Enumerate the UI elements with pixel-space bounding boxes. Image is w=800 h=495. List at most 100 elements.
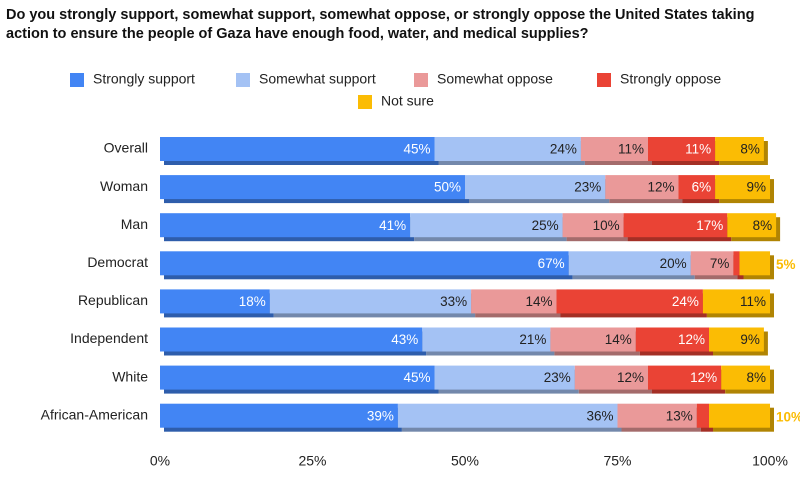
value-label: 43% xyxy=(391,332,418,347)
value-label: 12% xyxy=(678,332,705,347)
bar-segment xyxy=(556,289,703,314)
legend-swatch xyxy=(358,95,372,109)
value-label: 6% xyxy=(692,180,712,195)
value-label: 25% xyxy=(532,218,559,233)
bar-segment xyxy=(678,175,716,200)
legend-label: Not sure xyxy=(381,93,434,109)
bar-segment xyxy=(702,289,770,314)
bar-segment xyxy=(696,403,709,428)
value-label: 9% xyxy=(740,332,760,347)
bar-segment xyxy=(568,251,691,276)
bar-segment xyxy=(727,213,777,238)
value-label: 11% xyxy=(618,142,644,157)
bar-segment xyxy=(160,289,270,314)
value-label: 41% xyxy=(379,218,406,233)
bar-segment xyxy=(733,251,740,276)
value-label: 39% xyxy=(367,408,394,423)
bar-segment xyxy=(160,213,411,238)
bar-segment xyxy=(715,137,764,161)
category-label: African-American xyxy=(41,406,148,422)
value-label: 67% xyxy=(538,256,565,271)
value-label: 8% xyxy=(740,142,760,157)
value-label: 45% xyxy=(403,370,430,385)
category-label: White xyxy=(112,368,148,384)
value-label: 18% xyxy=(239,294,266,309)
value-label: 24% xyxy=(550,142,577,157)
bar-segment xyxy=(410,213,563,238)
bar-segment xyxy=(690,251,734,276)
bar-segment xyxy=(160,327,423,352)
bar-segment xyxy=(160,403,398,428)
value-label: 5% xyxy=(776,257,796,272)
bar-segment xyxy=(617,403,697,428)
x-tick-label: 75% xyxy=(603,453,631,469)
bar-segment xyxy=(434,365,575,390)
value-label: 17% xyxy=(696,218,723,233)
bar-segment xyxy=(709,403,770,428)
bar-segment xyxy=(605,175,679,200)
value-label: 24% xyxy=(672,294,699,309)
legend-swatch xyxy=(414,73,428,87)
value-label: 7% xyxy=(710,256,730,271)
value-label: 8% xyxy=(753,218,773,233)
value-label: 13% xyxy=(666,408,693,423)
value-label: 11% xyxy=(740,294,766,309)
bar-segment xyxy=(562,213,624,238)
legend-label: Somewhat support xyxy=(259,71,376,87)
value-label: 12% xyxy=(647,180,674,195)
legend-label: Strongly oppose xyxy=(620,71,721,87)
value-label: 33% xyxy=(440,294,467,309)
legend-swatch xyxy=(236,73,250,87)
legend-swatch xyxy=(70,73,84,87)
value-label: 20% xyxy=(660,256,687,271)
bar-segment xyxy=(160,251,569,276)
value-label: 10% xyxy=(593,218,620,233)
bar-segment xyxy=(550,327,636,352)
bar-segment xyxy=(471,289,557,314)
category-label: Republican xyxy=(78,292,148,308)
value-label: 11% xyxy=(685,142,711,157)
category-label: Overall xyxy=(104,140,148,156)
bar-segment xyxy=(635,327,709,352)
value-label: 36% xyxy=(586,408,613,423)
value-label: 21% xyxy=(519,332,546,347)
value-label: 50% xyxy=(434,180,461,195)
bar-segment xyxy=(434,137,581,161)
value-label: 14% xyxy=(605,332,632,347)
x-tick-label: 0% xyxy=(150,453,170,469)
value-label: 12% xyxy=(617,370,644,385)
bar-segment xyxy=(269,289,472,314)
bar-segment xyxy=(721,365,770,390)
bar-segment xyxy=(574,365,648,390)
value-label: 23% xyxy=(574,180,601,195)
bar-segment xyxy=(580,137,648,161)
bar-segment xyxy=(739,251,770,276)
legend-label: Strongly support xyxy=(93,71,195,87)
x-tick-label: 25% xyxy=(298,453,326,469)
value-label: 23% xyxy=(544,370,571,385)
bar-segment xyxy=(160,365,435,390)
value-label: 14% xyxy=(525,294,552,309)
bar-segment xyxy=(160,175,465,200)
bar-segment xyxy=(465,175,606,200)
category-label: Democrat xyxy=(87,254,148,270)
legend-swatch xyxy=(597,73,611,87)
bar-segment xyxy=(397,403,618,428)
value-label: 12% xyxy=(690,370,717,385)
value-label: 8% xyxy=(746,370,766,385)
bar-segment xyxy=(648,137,716,161)
value-label: 45% xyxy=(403,142,430,157)
x-tick-label: 50% xyxy=(451,453,479,469)
bar-segment xyxy=(160,137,435,161)
bar-segment xyxy=(623,213,728,238)
bar-segment xyxy=(715,175,770,200)
category-label: Man xyxy=(121,216,148,232)
category-label: Independent xyxy=(70,330,148,346)
bar-segment xyxy=(648,365,722,390)
chart-title: Do you strongly support, somewhat suppor… xyxy=(6,7,755,42)
value-label: 10% xyxy=(776,409,800,424)
bar-segment xyxy=(709,327,764,352)
value-label: 9% xyxy=(746,180,766,195)
